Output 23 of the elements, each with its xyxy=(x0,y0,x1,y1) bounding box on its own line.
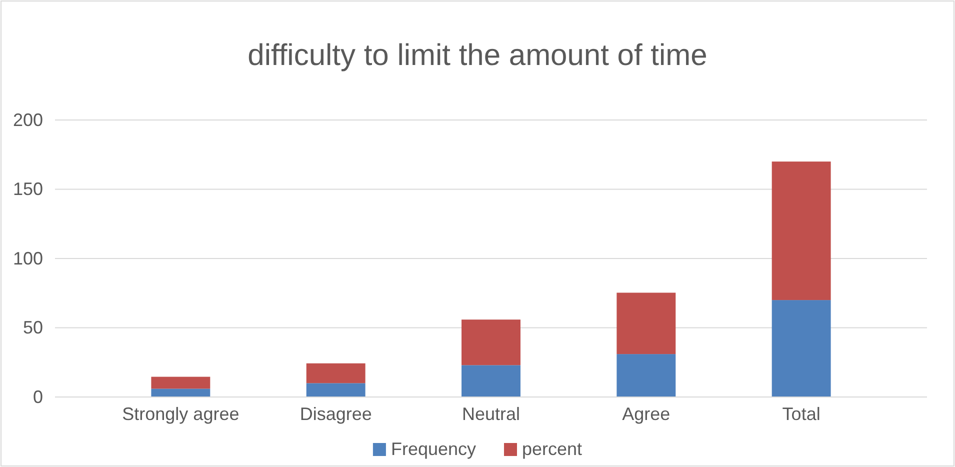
legend-label: percent xyxy=(522,439,582,459)
bar xyxy=(616,292,676,354)
y-tick-label: 150 xyxy=(12,179,43,200)
bar xyxy=(772,162,831,300)
y-tick-label: 100 xyxy=(12,248,43,268)
y-tick-label: 200 xyxy=(12,110,43,130)
x-tick-label: Total xyxy=(782,404,820,424)
chart-title: difficulty to limit the amount of time xyxy=(248,39,708,72)
x-tick-label: Neutral xyxy=(462,404,520,424)
bar xyxy=(462,320,520,366)
y-tick-label: 0 xyxy=(32,386,43,407)
legend-label: Frequency xyxy=(390,439,476,459)
bar xyxy=(462,365,520,397)
x-tick-label: Strongly agree xyxy=(122,404,240,424)
bar xyxy=(306,383,366,397)
x-tick-label: Agree xyxy=(622,404,670,424)
y-tick-label: 50 xyxy=(22,318,43,338)
bar xyxy=(306,363,366,384)
bar xyxy=(151,376,210,389)
bar xyxy=(772,300,831,397)
x-tick-label: Disagree xyxy=(300,404,372,424)
bar xyxy=(616,354,676,397)
bar xyxy=(151,388,210,397)
